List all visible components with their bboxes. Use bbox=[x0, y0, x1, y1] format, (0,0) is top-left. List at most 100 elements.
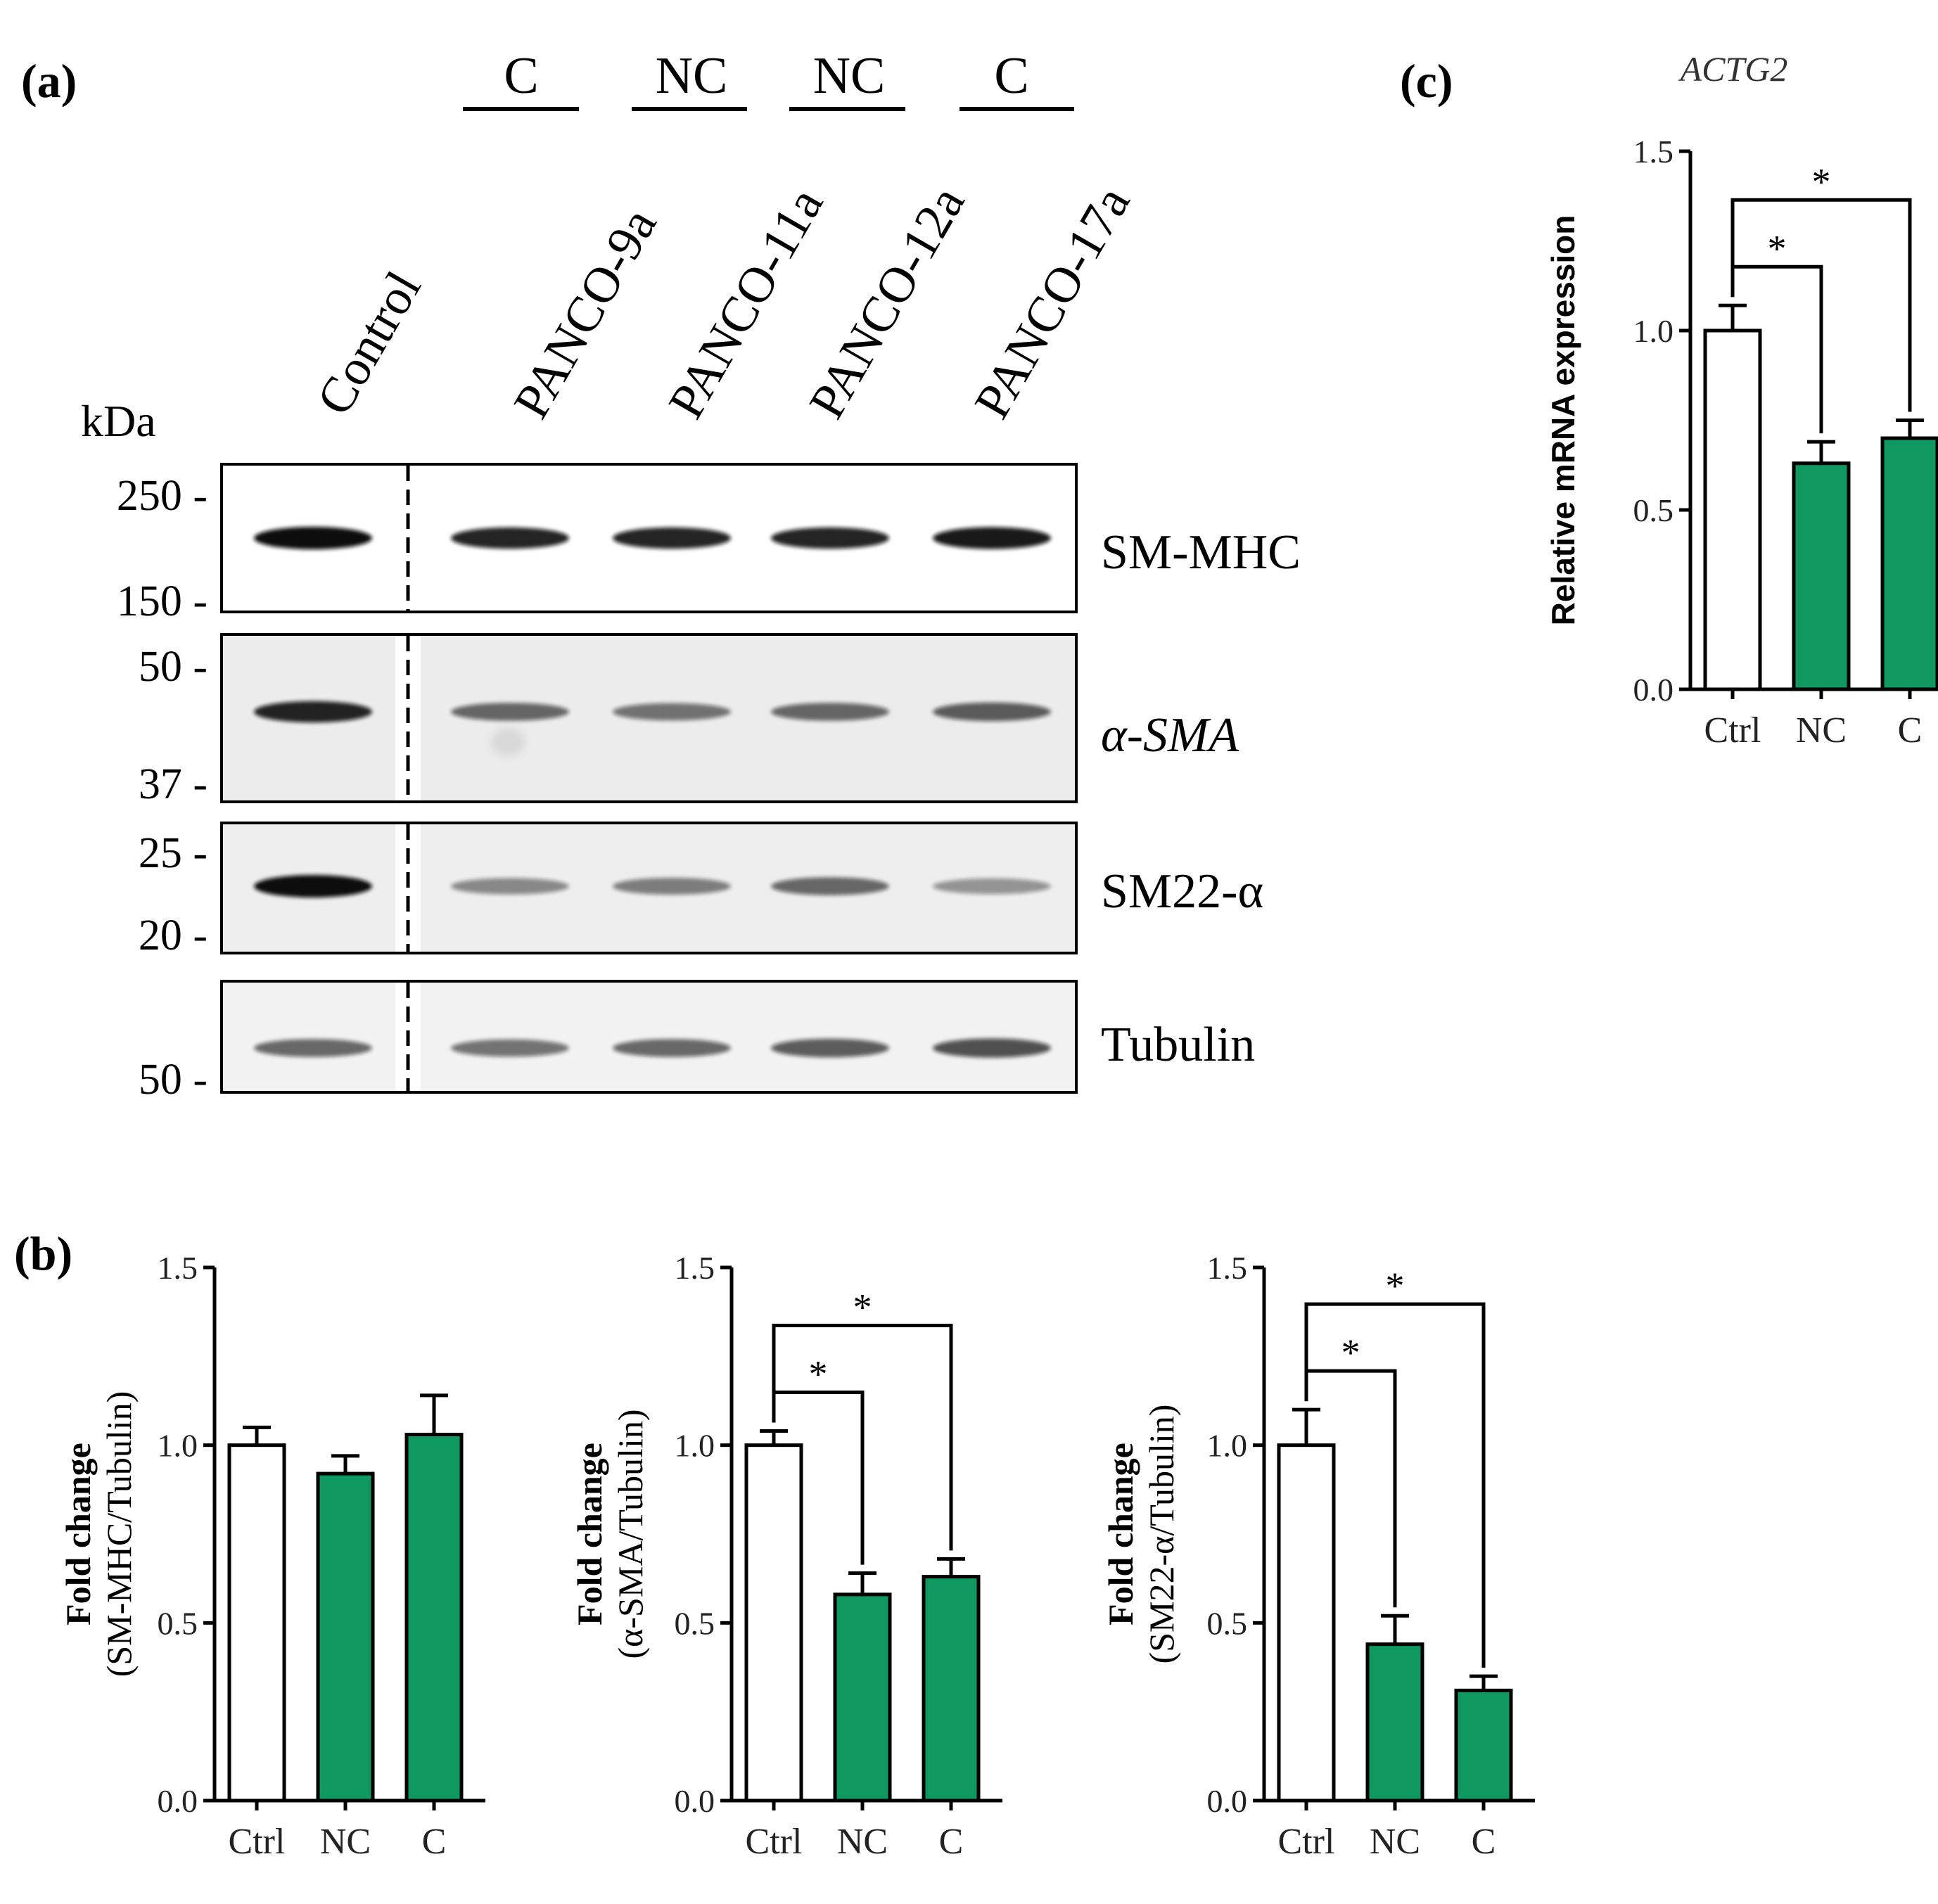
lane-labels: Control PANCO-9a PANCO-11a PANCO-12a PAN… bbox=[306, 177, 1141, 428]
y-axis-sublabel: (SM22-α/Tubulin) bbox=[1142, 1405, 1181, 1664]
gene-label: ACTG2 bbox=[1678, 49, 1788, 89]
bar bbox=[1792, 461, 1851, 691]
panel-a: (a) C NC NC C Control PANCO-9a PANCO-11a… bbox=[21, 47, 1301, 1104]
blot-band bbox=[451, 878, 569, 895]
y-tick-label: 1.0 bbox=[158, 1428, 198, 1464]
y-tick-label: 0.5 bbox=[1633, 492, 1674, 528]
blot-band bbox=[933, 702, 1051, 722]
marker-label: 50 - bbox=[139, 643, 208, 691]
y-tick-label: 1.0 bbox=[1207, 1428, 1248, 1464]
blot-alpha-sma: 50 - 37 - α-SMA bbox=[139, 633, 1239, 808]
kda-label: kDa bbox=[81, 396, 156, 446]
blot-band bbox=[613, 703, 731, 721]
x-tick-label: C bbox=[939, 1822, 964, 1862]
blot-band bbox=[933, 878, 1051, 895]
blot-band bbox=[933, 527, 1051, 549]
group-label: C bbox=[504, 47, 538, 105]
y-axis-label: Relative mRNA expression bbox=[1545, 215, 1581, 626]
y-tick-label: 1.0 bbox=[1633, 313, 1674, 349]
y-axis-sublabel: (α-SMA/Tubulin) bbox=[611, 1410, 650, 1659]
blot-sm22-alpha: 25 - 20 - SM22-α bbox=[139, 822, 1263, 959]
blot-band bbox=[933, 1038, 1051, 1058]
y-tick-label: 0.0 bbox=[158, 1783, 198, 1819]
significance-star: * bbox=[1812, 160, 1831, 203]
chart-sm-mhc: 0.0 0.5 1.0 1.5 Ctrl NC C Fold change (SM-MHC/Tu… bbox=[58, 1250, 485, 1862]
y-tick-label: 0.0 bbox=[1633, 672, 1674, 708]
protein-label: Tubulin bbox=[1101, 1018, 1255, 1072]
blot-band bbox=[771, 877, 889, 895]
blot-band bbox=[254, 875, 372, 897]
lane-label: PANCO-17a bbox=[964, 177, 1141, 428]
chart-sm22-alpha: 0.0 0.5 1.0 1.5 Ctrl NC C * * Fold change (SM22-α/… bbox=[1101, 1250, 1535, 1862]
blot-band bbox=[613, 527, 731, 549]
lane-label: Control bbox=[306, 262, 432, 424]
significance-star: * bbox=[1341, 1331, 1360, 1374]
panel-b-label: (b) bbox=[14, 1227, 72, 1280]
chart-actg2: 0.0 0.5 1.0 1.5 Ctrl NC C * * Relative mRNA expre… bbox=[1545, 134, 1938, 750]
bar bbox=[316, 1471, 375, 1803]
y-axis-label: Fold change bbox=[58, 1443, 98, 1625]
blot-band bbox=[613, 878, 731, 895]
y-tick-label: 0.5 bbox=[1207, 1605, 1248, 1641]
y-axis-label: Fold change bbox=[1101, 1443, 1140, 1625]
group-label: NC bbox=[813, 47, 886, 105]
y-tick-label: 0.0 bbox=[1207, 1783, 1248, 1819]
y-axis-label: Fold change bbox=[570, 1443, 609, 1625]
marker-label: 37 - bbox=[139, 760, 208, 808]
y-axis-sublabel: (SM-MHC/Tubulin) bbox=[99, 1391, 139, 1678]
bar bbox=[1365, 1642, 1424, 1803]
y-tick-label: 0.0 bbox=[675, 1783, 715, 1819]
blot-band bbox=[771, 703, 889, 721]
significance-bracket bbox=[1730, 198, 1912, 412]
y-tick-label: 0.5 bbox=[158, 1605, 198, 1641]
blot-band bbox=[451, 703, 569, 721]
blot-sm-mhc: 250 - 150 - SM-MHC bbox=[117, 463, 1301, 625]
bar bbox=[744, 1443, 803, 1803]
y-tick-label: 1.5 bbox=[1633, 134, 1674, 170]
x-tick-label: C bbox=[1898, 710, 1923, 750]
blot-band bbox=[451, 1039, 569, 1057]
blot-band bbox=[771, 1038, 889, 1058]
bar bbox=[1277, 1443, 1336, 1803]
marker-label: 25 - bbox=[139, 829, 208, 877]
panel-c-label: (c) bbox=[1400, 54, 1453, 108]
significance-star: * bbox=[1386, 1265, 1405, 1307]
significance-star: * bbox=[809, 1353, 828, 1395]
x-tick-label: NC bbox=[320, 1822, 371, 1862]
x-tick-label: NC bbox=[1796, 710, 1847, 750]
bar bbox=[922, 1575, 981, 1803]
marker-label: 250 - bbox=[117, 472, 208, 520]
x-tick-label: C bbox=[422, 1822, 447, 1862]
marker-label: 50 - bbox=[139, 1056, 208, 1104]
protein-label: SM-MHC bbox=[1101, 525, 1301, 580]
y-tick-label: 1.0 bbox=[675, 1428, 715, 1464]
x-tick-label: Ctrl bbox=[229, 1822, 286, 1862]
blot-band bbox=[771, 527, 889, 549]
x-tick-label: Ctrl bbox=[746, 1822, 803, 1862]
group-label: C bbox=[994, 47, 1028, 105]
bar bbox=[1880, 436, 1938, 691]
blot-band bbox=[254, 701, 372, 723]
x-tick-label: Ctrl bbox=[1278, 1822, 1335, 1862]
x-tick-label: Ctrl bbox=[1704, 710, 1761, 750]
protein-label: SM22-α bbox=[1101, 864, 1263, 919]
significance-bracket bbox=[1304, 1302, 1486, 1668]
bar bbox=[404, 1433, 464, 1803]
lane-label: PANCO-9a bbox=[503, 199, 668, 428]
significance-bracket bbox=[772, 1323, 953, 1551]
x-tick-label: NC bbox=[837, 1822, 888, 1862]
marker-label: 150 - bbox=[117, 577, 208, 625]
bar bbox=[833, 1592, 892, 1803]
y-tick-label: 1.5 bbox=[158, 1250, 198, 1286]
bar bbox=[1454, 1688, 1513, 1803]
marker-label: 20 - bbox=[139, 912, 208, 959]
panel-a-label: (a) bbox=[21, 54, 77, 108]
significance-star: * bbox=[853, 1286, 872, 1328]
bar bbox=[227, 1443, 286, 1803]
group-headers: C NC NC C bbox=[463, 47, 1074, 111]
blot-tubulin: 50 - Tubulin bbox=[139, 980, 1255, 1104]
protein-label: α-SMA bbox=[1101, 708, 1239, 762]
bar bbox=[1703, 328, 1762, 691]
y-tick-label: 0.5 bbox=[675, 1605, 715, 1641]
